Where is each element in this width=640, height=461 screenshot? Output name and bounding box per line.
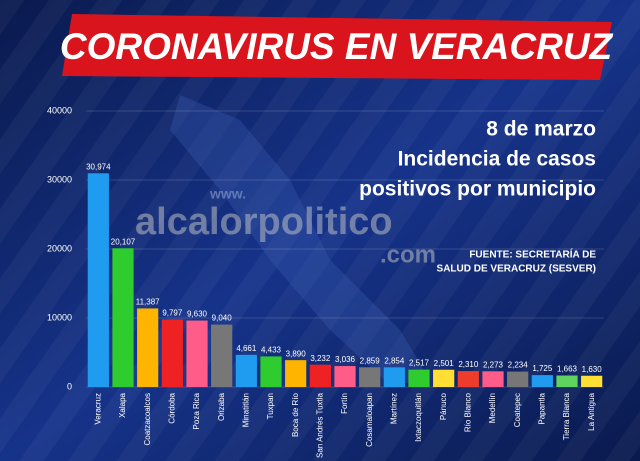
value-label: 9,797 (162, 309, 183, 318)
x-tick-label: San Andrés Tuxtla (315, 392, 324, 457)
title-banner (62, 14, 612, 80)
value-label: 2,854 (384, 356, 405, 365)
bar (433, 369, 455, 387)
bar (457, 371, 479, 387)
map-silhouette (170, 95, 430, 385)
bar (359, 367, 381, 387)
x-tick-label: Papantla (537, 392, 546, 424)
value-label: 30,974 (86, 162, 111, 171)
x-tick-label: Martínez (389, 393, 398, 424)
chart-title: CORONAVIRUS EN VERACRUZ (60, 26, 614, 67)
x-tick-label: Coatzacoalcos (143, 393, 152, 445)
bar (186, 320, 208, 387)
x-tick-label: Minatitlán (241, 393, 250, 427)
bar (235, 354, 257, 387)
value-label: 3,036 (335, 355, 356, 364)
y-tick-label: 0 (67, 381, 72, 391)
y-tick-label: 40000 (47, 105, 72, 115)
value-label: 9,040 (212, 314, 233, 323)
x-tick-label: Orizaba (217, 392, 226, 421)
watermark: www. (209, 186, 246, 202)
x-tick-label: Poza Rica (192, 392, 201, 429)
watermark: .com (380, 241, 436, 268)
x-tick-label: Tuxpan (266, 393, 275, 419)
value-label: 2,273 (483, 360, 504, 369)
x-tick-label: Pánuco (439, 392, 448, 420)
subtitle: 8 de marzo (486, 118, 596, 141)
value-label: 4,661 (236, 344, 257, 353)
bar (137, 308, 159, 387)
x-tick-label: Medellín (488, 393, 497, 423)
bar (309, 364, 331, 387)
y-tick-label: 20000 (47, 243, 72, 253)
value-label: 2,859 (360, 356, 381, 365)
subtitle: positivos por municipio (359, 178, 596, 201)
x-tick-label: Veracruz (93, 393, 102, 425)
y-tick-label: 10000 (47, 312, 72, 322)
value-label: 2,517 (409, 359, 430, 368)
x-tick-label: Río Blanco (463, 392, 472, 432)
value-label: 1,725 (532, 364, 553, 373)
value-label: 3,890 (286, 349, 307, 358)
bar (161, 319, 183, 387)
x-tick-label: Tierra Blanca (562, 392, 571, 440)
value-label: 3,232 (310, 354, 331, 363)
x-tick-label: La Antigua (587, 392, 596, 430)
value-label: 20,107 (111, 237, 136, 246)
bar (531, 375, 553, 387)
bar (408, 369, 430, 387)
x-tick-label: Córdoba (167, 392, 176, 423)
source: FUENTE: SECRETARÍA DE (469, 248, 596, 261)
bar (211, 324, 233, 387)
x-tick-label: Cosamaloapan (365, 393, 374, 447)
value-label: 2,501 (434, 359, 455, 368)
bar (556, 375, 578, 387)
x-tick-label: Xalapa (118, 392, 127, 417)
bar (334, 366, 356, 387)
value-label: 2,234 (508, 361, 529, 370)
bar (112, 248, 134, 387)
value-label: 1,663 (557, 365, 578, 374)
value-label: 4,433 (261, 346, 282, 355)
source: SALUD DE VERACRUZ (SESVER) (437, 264, 596, 275)
bar (383, 367, 405, 387)
bar (482, 371, 504, 387)
value-label: 1,630 (582, 365, 603, 374)
x-tick-label: Boca de Río (291, 392, 300, 437)
bar (285, 360, 307, 387)
bar (87, 173, 109, 387)
bar (507, 371, 529, 387)
y-tick-label: 30000 (47, 174, 72, 184)
x-tick-label: Fortín (340, 393, 349, 414)
value-label: 9,630 (187, 310, 208, 319)
watermark: alcalorpolitico (135, 201, 393, 243)
value-label: 2,310 (458, 360, 479, 369)
subtitle: Incidencia de casos (398, 148, 596, 171)
bar (581, 375, 603, 387)
x-tick-label: Ixtaczoquitlán (414, 393, 423, 442)
bar (260, 356, 282, 387)
value-label: 11,387 (136, 298, 160, 307)
x-tick-label: Coatepec (513, 393, 522, 427)
